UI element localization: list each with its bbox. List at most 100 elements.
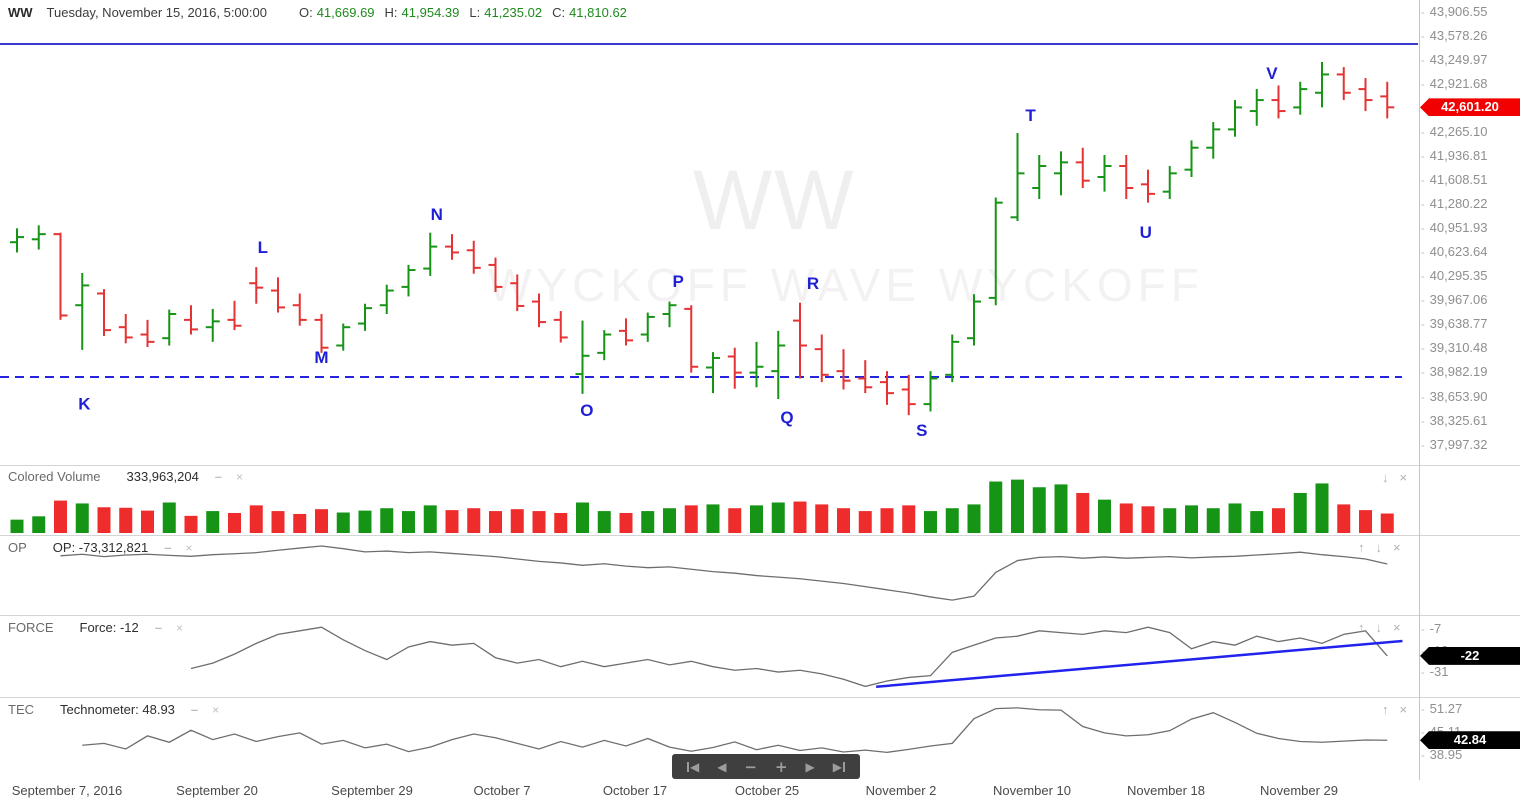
volume-bar (162, 502, 176, 533)
volume-bar (532, 511, 546, 533)
tec-panel-controls: ↑ × (1382, 702, 1407, 717)
minimize-icon[interactable]: – (154, 620, 162, 635)
ohlc-bar (358, 303, 372, 331)
minimize-icon[interactable]: – (190, 702, 199, 717)
ohlc-bar (75, 272, 90, 350)
panel-separator (0, 465, 1520, 466)
volume-bar (402, 511, 415, 533)
step-forward-button[interactable]: ▶ (805, 759, 815, 774)
axis-tick-label: -38,982.19 (1421, 364, 1488, 380)
symbol-label: WW (8, 5, 33, 20)
axis-tick-label: -40,951.93 (1421, 220, 1488, 236)
volume-bar (423, 505, 437, 533)
ohlc-bar (1315, 61, 1329, 108)
force-panel-chart[interactable] (0, 617, 1420, 697)
volume-bar (315, 509, 328, 533)
ohlc-bar (988, 197, 1003, 306)
panel-separator (0, 615, 1520, 616)
move-down-icon[interactable]: ↓ (1375, 540, 1383, 555)
op-panel-chart[interactable] (0, 537, 1420, 614)
date-axis-label: November 10 (992, 783, 1072, 798)
volume-bar (945, 508, 959, 533)
ohlc-bar (901, 374, 916, 416)
ohlc-bar (858, 360, 873, 394)
move-down-icon[interactable]: ↓ (1382, 470, 1389, 485)
date-axis-label: November 18 (1126, 783, 1206, 798)
price-header: WW Tuesday, November 15, 2016, 5:00:00 O: 4… (8, 5, 627, 20)
tec-panel-value: Technometer: 48.93 (60, 702, 175, 717)
step-back-button[interactable]: ◀ (717, 759, 727, 774)
force-panel-value: Force: -12 (79, 620, 139, 635)
volume-bar (141, 510, 154, 533)
skip-to-start-button[interactable]: ◀ (686, 760, 699, 774)
volume-bar (336, 512, 350, 533)
ohlc-bar (945, 334, 960, 383)
ohlc-bar (53, 232, 68, 320)
volume-bar (1228, 503, 1242, 533)
axis-tick-label: -39,967.06 (1421, 292, 1488, 308)
volume-bar (445, 510, 459, 533)
wave-letter-M: M (314, 348, 328, 367)
date-axis-label: October 17 (602, 783, 668, 798)
close-value: 41,810.62 (569, 5, 627, 20)
axis-tick-label: -39,638.77 (1421, 316, 1488, 332)
ohlc-bar (510, 274, 525, 312)
wave-letter-S: S (916, 421, 927, 440)
volume-panel-chart[interactable] (0, 466, 1420, 533)
volume-bar (641, 511, 655, 533)
volume-bar (467, 508, 481, 533)
ohlc-bar (1293, 81, 1308, 115)
minimize-icon[interactable]: – (164, 540, 172, 555)
move-up-icon[interactable]: ↑ (1382, 702, 1389, 717)
ohlc-bar (423, 232, 438, 276)
ohlc-bar (771, 330, 786, 399)
volume-bar (228, 512, 241, 533)
volume-bar (706, 504, 720, 533)
close-icon[interactable]: × (185, 540, 193, 555)
tec-panel-chart[interactable] (0, 700, 1420, 780)
zoom-in-button[interactable]: + (774, 757, 788, 776)
ohlc-bar (1032, 155, 1047, 199)
zoom-out-button[interactable]: − (744, 757, 757, 776)
axis-tick-label: -40,295.35 (1421, 268, 1488, 284)
axis-tick-label: -38,325.61 (1421, 412, 1488, 428)
minimize-icon[interactable]: – (214, 469, 223, 484)
volume-bar (1032, 487, 1046, 533)
close-icon[interactable]: × (1393, 540, 1401, 555)
date-axis: September 7, 2016 September 20 September 2… (0, 780, 1520, 802)
ohlc-bar (31, 225, 46, 250)
ohlc-bar (10, 228, 24, 253)
axis-tick-label: -41,936.81 (1421, 147, 1488, 163)
skip-to-end-button[interactable]: ▶ (833, 760, 845, 774)
close-icon[interactable]: × (212, 702, 220, 717)
ohlc-bar (336, 323, 351, 351)
axis-tick-label: -39,310.48 (1421, 340, 1488, 356)
watermark-text: WYCKOFF WAVE WYCKOFF (488, 259, 1204, 311)
volume-bar (54, 500, 67, 533)
date-axis-label: November 29 (1259, 783, 1339, 798)
close-icon[interactable]: × (236, 469, 244, 484)
panel-separator (0, 697, 1520, 698)
low-value: 41,235.02 (484, 5, 543, 20)
ohlc-bar (619, 318, 633, 346)
date-axis-label: September 20 (176, 783, 258, 798)
force-panel-header: FORCE Force: -12 – × (8, 620, 183, 635)
close-label: C: (552, 5, 566, 20)
close-icon[interactable]: × (1399, 702, 1408, 717)
close-icon[interactable]: × (175, 620, 183, 635)
move-up-icon[interactable]: ↑ (1358, 620, 1365, 635)
volume-bar (1380, 513, 1394, 533)
volume-bar (1119, 503, 1133, 533)
volume-bar (271, 511, 285, 533)
main-price-chart[interactable]: K L M N O P Q R S T U V (0, 0, 1420, 462)
panel-separator (0, 535, 1520, 536)
ohlc-bar (553, 311, 568, 343)
close-icon[interactable]: × (1399, 470, 1408, 485)
move-up-icon[interactable]: ↑ (1358, 540, 1365, 555)
close-icon[interactable]: × (1393, 620, 1401, 635)
ohlc-bar (162, 309, 177, 346)
wave-letter-U: U (1140, 223, 1152, 242)
volume-bar (967, 504, 981, 533)
move-down-icon[interactable]: ↓ (1375, 620, 1383, 635)
